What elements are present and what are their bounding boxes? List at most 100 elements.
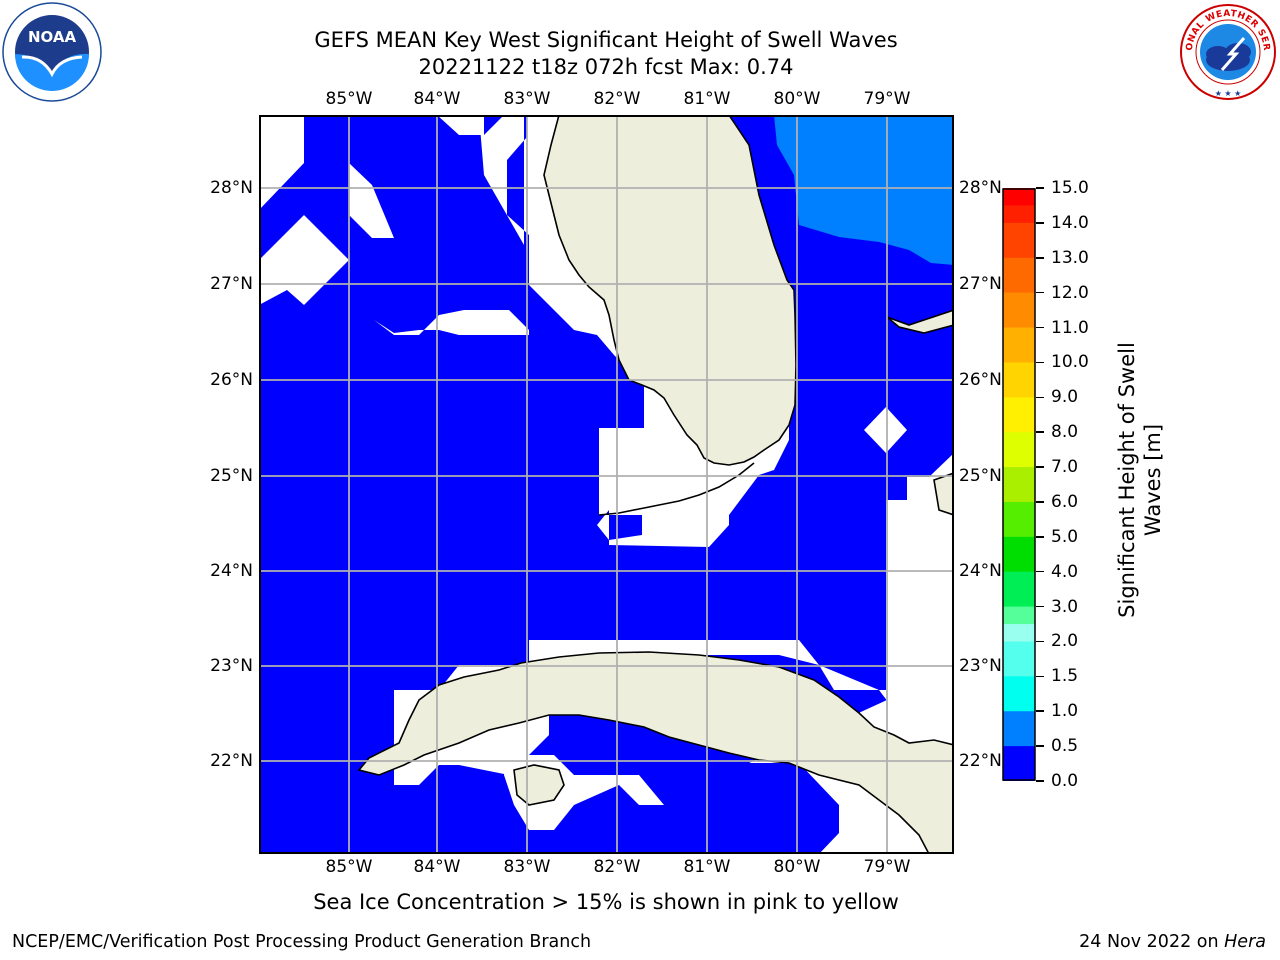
- colorbar-swatch: [1003, 222, 1035, 259]
- colorbar-tick-label: 5.0: [1051, 526, 1079, 547]
- colorbar-tick-mark: [1036, 257, 1044, 259]
- colorbar-tick-label: 9.0: [1051, 387, 1079, 408]
- colorbar-tick-label: 4.0: [1051, 561, 1079, 582]
- colorbar-swatch: [1003, 536, 1035, 573]
- colorbar-tick-mark: [1036, 745, 1044, 747]
- colorbar-swatch: [1003, 327, 1035, 363]
- colorbar-swatch: [1003, 624, 1035, 642]
- colorbar-swatch: [1003, 606, 1035, 625]
- florida-peninsula: [543, 115, 797, 466]
- colorbar-swatch: [1003, 501, 1035, 538]
- colorbar-tick-mark: [1036, 640, 1044, 643]
- colorbar-swatch: [1003, 711, 1035, 747]
- colorbar-swatch: [1003, 257, 1035, 294]
- colorbar-tick-label: 2.0: [1051, 631, 1079, 652]
- colorbar-label: Significant Height of Swell Waves [m]: [1114, 315, 1166, 645]
- lat-label-left: 25°N: [210, 466, 253, 486]
- colorbar-tick-label: 0.5: [1051, 736, 1079, 757]
- lat-label-right: 24°N: [959, 561, 1002, 581]
- lon-label-top: 84°W: [413, 89, 461, 109]
- noaa-logo: NOAA: [2, 2, 102, 102]
- colorbar-tick-mark: [1036, 536, 1044, 538]
- colorbar-tick-label: 3.0: [1051, 596, 1079, 617]
- colorbar-tick-mark: [1036, 222, 1044, 224]
- swell-region-0.5-1.0: [774, 115, 954, 265]
- chart-title: GEFS MEAN Key West Significant Height of…: [314, 28, 898, 52]
- colorbar-tick-label: 10.0: [1051, 352, 1089, 373]
- footer-date: 24 Nov 2022 on Hera: [1079, 932, 1266, 952]
- colorbar-tick-label: 13.0: [1051, 247, 1089, 268]
- colorbar-swatch: [1003, 362, 1035, 398]
- lat-label-right: 23°N: [959, 656, 1002, 676]
- lon-label-top: 80°W: [773, 89, 821, 109]
- svg-text:★ ★ ★: ★ ★ ★: [1215, 89, 1242, 98]
- map-frame: [259, 115, 954, 854]
- colorbar-swatch: [1003, 467, 1035, 503]
- colorbar: [1002, 188, 1036, 781]
- lat-label-left: 23°N: [210, 656, 253, 676]
- lat-label-left: 26°N: [210, 370, 253, 390]
- colorbar-tick-label: 14.0: [1051, 212, 1089, 233]
- footer-host: Hera: [1224, 932, 1266, 952]
- lat-label-left: 27°N: [210, 274, 253, 294]
- florida-keys: [598, 462, 755, 516]
- colorbar-tick-label: 11.0: [1051, 317, 1089, 338]
- colorbar-tick-mark: [1036, 501, 1044, 503]
- lon-label-bottom: 79°W: [863, 857, 911, 877]
- lat-label-left: 28°N: [210, 178, 253, 198]
- chart-subtitle: 20221122 t18z 072h fcst Max: 0.74: [418, 55, 794, 79]
- lat-label-left: 22°N: [210, 751, 253, 771]
- lon-label-bottom: 82°W: [593, 857, 641, 877]
- lon-label-top: 83°W: [503, 89, 551, 109]
- lat-label-right: 27°N: [959, 274, 1002, 294]
- colorbar-tick-mark: [1036, 431, 1044, 433]
- footer-date-text: 24 Nov 2022 on: [1079, 932, 1225, 952]
- land: [357, 115, 954, 854]
- lon-label-top: 85°W: [325, 89, 373, 109]
- colorbar-swatch: [1003, 641, 1035, 677]
- colorbar-swatch: [1003, 571, 1035, 608]
- colorbar-tick-mark: [1036, 675, 1044, 678]
- colorbar-tick-mark: [1036, 361, 1044, 364]
- noaa-logo-text: NOAA: [28, 28, 77, 46]
- colorbar-tick-mark: [1036, 466, 1044, 468]
- lon-label-bottom: 85°W: [325, 857, 373, 877]
- lat-label-right: 26°N: [959, 370, 1002, 390]
- colorbar-swatch: [1003, 205, 1035, 224]
- colorbar-label-line1: Significant Height of Swell: [1115, 342, 1139, 618]
- lon-label-top: 81°W: [683, 89, 731, 109]
- colorbar-tick-mark: [1036, 326, 1044, 329]
- colorbar-swatch: [1003, 397, 1035, 433]
- colorbar-tick-mark: [1036, 605, 1044, 608]
- lon-label-bottom: 83°W: [503, 857, 551, 877]
- colorbar-swatch: [1003, 292, 1035, 329]
- colorbar-tick-label: 12.0: [1051, 282, 1089, 303]
- lon-label-top: 79°W: [863, 89, 911, 109]
- cuba: [357, 651, 954, 854]
- lat-label-left: 24°N: [210, 561, 253, 581]
- lon-label-bottom: 80°W: [773, 857, 821, 877]
- colorbar-swatch: [1003, 432, 1035, 468]
- colorbar-swatch: [1003, 746, 1035, 781]
- colorbar-label-line2: Waves [m]: [1141, 423, 1165, 537]
- colorbar-tick-mark: [1036, 291, 1044, 294]
- bahamas-grand-bahama: [886, 309, 954, 334]
- colorbar-tick-label: 0.0: [1051, 771, 1079, 791]
- lat-label-right: 22°N: [959, 751, 1002, 771]
- lon-label-top: 82°W: [593, 89, 641, 109]
- colorbar-tick-mark: [1036, 396, 1044, 399]
- lat-label-right: 25°N: [959, 466, 1002, 486]
- colorbar-tick-label: 1.5: [1051, 666, 1079, 687]
- footer-branch: NCEP/EMC/Verification Post Processing Pr…: [12, 932, 592, 952]
- colorbar-swatch: [1003, 676, 1035, 712]
- colorbar-tick-label: 7.0: [1051, 457, 1079, 478]
- colorbar-swatch: [1003, 188, 1035, 206]
- graticule: [259, 115, 954, 854]
- colorbar-tick-mark: [1036, 780, 1044, 782]
- lon-label-bottom: 81°W: [683, 857, 731, 877]
- nws-logo: NATIONAL WEATHER SERVICE ★ ★ ★: [1174, 0, 1278, 102]
- sea-ice-note: Sea Ice Concentration > 15% is shown in …: [313, 890, 899, 914]
- lon-label-bottom: 84°W: [413, 857, 461, 877]
- colorbar-tick-mark: [1036, 570, 1044, 573]
- colorbar-tick-label: 15.0: [1051, 178, 1089, 198]
